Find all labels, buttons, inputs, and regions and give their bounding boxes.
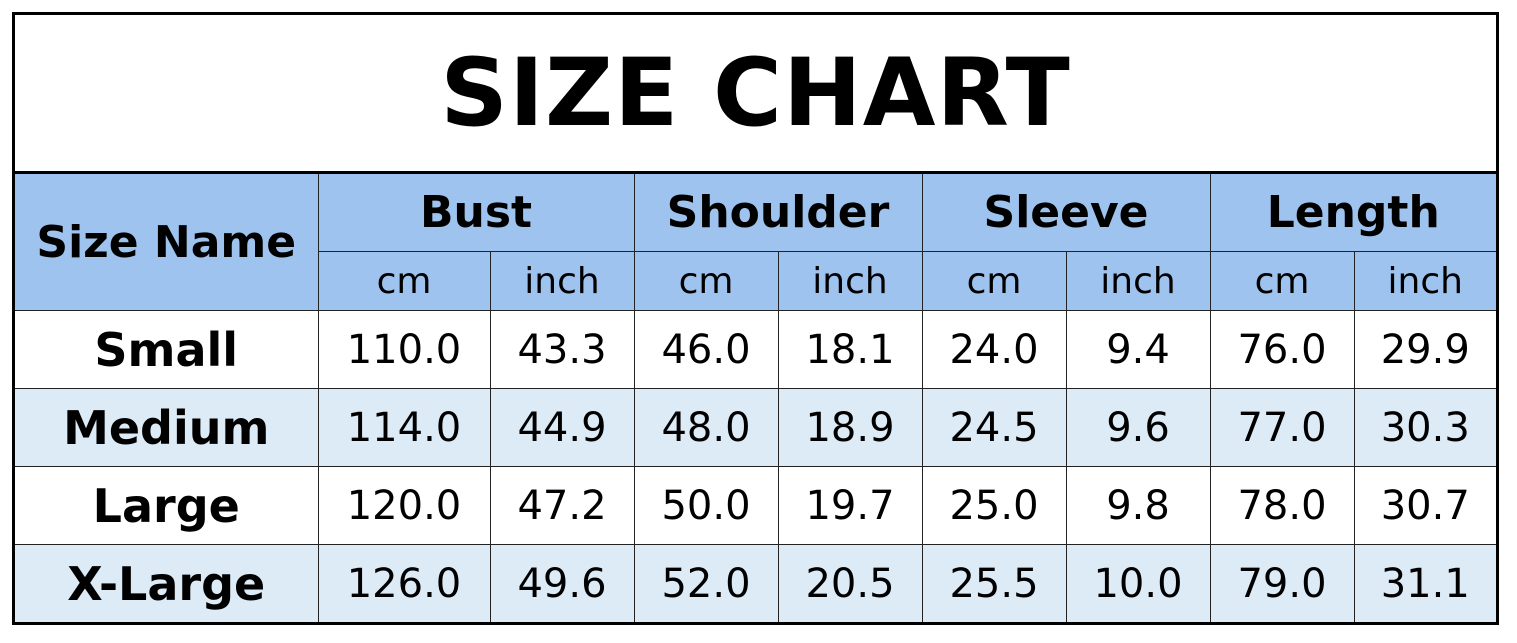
measurement-cell: 29.9 [1353, 310, 1496, 389]
measurement-cell: 9.8 [1065, 466, 1211, 545]
measurement-cell: 114.0 [317, 388, 491, 467]
measurement-cell: 126.0 [317, 544, 491, 622]
measurement-cell: 77.0 [1209, 388, 1355, 467]
measurement-cell: 30.3 [1353, 388, 1496, 467]
measurement-cell: 24.0 [921, 310, 1067, 389]
measurement-cell: 18.1 [777, 310, 923, 389]
measurement-cell: 25.0 [921, 466, 1067, 545]
unit-header: inch [1353, 251, 1496, 311]
unit-header: cm [1209, 251, 1355, 311]
measurement-cell: 120.0 [317, 466, 491, 545]
table-row: Small 110.0 43.3 46.0 18.1 24.0 9.4 76.0 29.9 [15, 310, 1496, 389]
measurement-cell: 76.0 [1209, 310, 1355, 389]
measurement-cell: 78.0 [1209, 466, 1355, 545]
measurement-cell: 44.9 [489, 388, 635, 467]
unit-header: cm [318, 251, 491, 311]
measurement-cell: 10.0 [1065, 544, 1211, 622]
measurement-cell: 18.9 [777, 388, 923, 467]
size-name-cell: Small [15, 310, 319, 389]
measurement-cell: 79.0 [1209, 544, 1355, 622]
size-chart: SIZE CHART Size Name Bust Shoulder Sleev… [12, 12, 1499, 625]
measurement-cell: 52.0 [633, 544, 779, 622]
size-name-cell: Large [15, 466, 319, 545]
measurement-cell: 110.0 [317, 310, 491, 389]
table-row: Large 120.0 47.2 50.0 19.7 25.0 9.8 78.0 30.7 [15, 466, 1496, 545]
measurement-cell: 30.7 [1353, 466, 1496, 545]
size-name-cell: Medium [15, 388, 319, 467]
measurement-cell: 43.3 [489, 310, 635, 389]
unit-header: inch [489, 251, 635, 311]
table-row: Medium 114.0 44.9 48.0 18.9 24.5 9.6 77.0 30.3 [15, 388, 1496, 467]
unit-header: inch [1065, 251, 1211, 311]
measurement-cell: 31.1 [1353, 544, 1496, 622]
unit-header: cm [921, 251, 1067, 311]
size-name-cell: X-Large [15, 544, 319, 622]
measurement-cell: 24.5 [921, 388, 1067, 467]
measurement-cell: 47.2 [489, 466, 635, 545]
measurement-cell: 46.0 [633, 310, 779, 389]
header-row-units: cm inch cm inch cm inch cm inch [15, 251, 1496, 311]
measurement-cell: 9.4 [1065, 310, 1211, 389]
header-length: Length [1209, 174, 1496, 252]
measurement-cell: 49.6 [489, 544, 635, 622]
header-size-name: Size Name [15, 174, 319, 311]
unit-header: cm [633, 251, 779, 311]
chart-title: SIZE CHART [15, 15, 1496, 174]
measurement-cell: 50.0 [633, 466, 779, 545]
header-bust: Bust [317, 174, 635, 252]
measurement-cell: 48.0 [633, 388, 779, 467]
size-table: Size Name Bust Shoulder Sleeve Length cm… [15, 174, 1496, 622]
measurement-cell: 19.7 [777, 466, 923, 545]
header-sleeve: Sleeve [921, 174, 1211, 252]
measurement-cell: 9.6 [1065, 388, 1211, 467]
header-shoulder: Shoulder [633, 174, 923, 252]
measurement-cell: 20.5 [777, 544, 923, 622]
measurement-cell: 25.5 [921, 544, 1067, 622]
table-row: X-Large 126.0 49.6 52.0 20.5 25.5 10.0 79.0 31.1 [15, 544, 1496, 622]
header-row-groups: Size Name Bust Shoulder Sleeve Length [15, 174, 1496, 311]
unit-header: inch [777, 251, 923, 311]
